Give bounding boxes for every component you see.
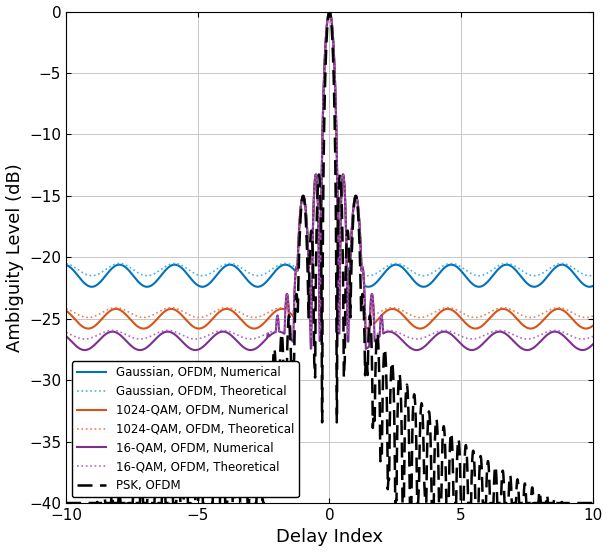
Gaussian, OFDM, Numerical bbox=[378, 273, 385, 279]
16-QAM, OFDM, Numerical bbox=[378, 315, 385, 321]
16-QAM, OFDM, Theoretical bbox=[523, 336, 531, 342]
Gaussian, OFDM, Numerical bbox=[405, 271, 412, 278]
Gaussian, OFDM, Numerical bbox=[455, 266, 463, 272]
Line: PSK, OFDM: PSK, OFDM bbox=[66, 12, 593, 503]
1024-QAM, OFDM, Numerical bbox=[158, 311, 165, 317]
Line: 16-QAM, OFDM, Numerical: 16-QAM, OFDM, Numerical bbox=[66, 12, 593, 350]
PSK, OFDM bbox=[496, 500, 503, 506]
Line: 1024-QAM, OFDM, Numerical: 1024-QAM, OFDM, Numerical bbox=[66, 12, 593, 328]
1024-QAM, OFDM, Numerical bbox=[195, 325, 202, 332]
PSK, OFDM bbox=[455, 442, 463, 448]
Gaussian, OFDM, Numerical bbox=[63, 262, 70, 268]
16-QAM, OFDM, Theoretical bbox=[378, 315, 385, 321]
1024-QAM, OFDM, Numerical bbox=[455, 313, 463, 320]
16-QAM, OFDM, Theoretical bbox=[455, 332, 463, 338]
1024-QAM, OFDM, Numerical bbox=[496, 306, 503, 313]
1024-QAM, OFDM, Numerical bbox=[264, 316, 271, 322]
1024-QAM, OFDM, Theoretical bbox=[158, 307, 165, 314]
Gaussian, OFDM, Theoretical bbox=[326, 8, 333, 15]
PSK, OFDM bbox=[326, 8, 333, 15]
PSK, OFDM bbox=[264, 361, 271, 368]
Gaussian, OFDM, Numerical bbox=[420, 284, 427, 290]
PSK, OFDM bbox=[405, 422, 412, 428]
16-QAM, OFDM, Numerical bbox=[326, 8, 333, 15]
16-QAM, OFDM, Theoretical bbox=[158, 328, 165, 335]
1024-QAM, OFDM, Theoretical bbox=[264, 310, 271, 316]
16-QAM, OFDM, Theoretical bbox=[63, 329, 70, 336]
Line: 16-QAM, OFDM, Theoretical: 16-QAM, OFDM, Theoretical bbox=[66, 12, 593, 339]
1024-QAM, OFDM, Numerical bbox=[326, 8, 333, 15]
1024-QAM, OFDM, Theoretical bbox=[496, 305, 503, 311]
16-QAM, OFDM, Numerical bbox=[405, 343, 412, 350]
Y-axis label: Ambiguity Level (dB): Ambiguity Level (dB) bbox=[5, 163, 24, 352]
16-QAM, OFDM, Theoretical bbox=[264, 330, 271, 337]
PSK, OFDM bbox=[158, 498, 165, 505]
Gaussian, OFDM, Theoretical bbox=[455, 263, 463, 269]
16-QAM, OFDM, Theoretical bbox=[496, 327, 503, 334]
1024-QAM, OFDM, Theoretical bbox=[195, 314, 202, 321]
Line: 1024-QAM, OFDM, Theoretical: 1024-QAM, OFDM, Theoretical bbox=[66, 12, 593, 317]
1024-QAM, OFDM, Numerical bbox=[589, 322, 596, 329]
Legend: Gaussian, OFDM, Numerical, Gaussian, OFDM, Theoretical, 1024-QAM, OFDM, Numerica: Gaussian, OFDM, Numerical, Gaussian, OFD… bbox=[72, 361, 299, 497]
Line: Gaussian, OFDM, Numerical: Gaussian, OFDM, Numerical bbox=[66, 12, 593, 287]
Gaussian, OFDM, Theoretical bbox=[63, 261, 70, 267]
1024-QAM, OFDM, Theoretical bbox=[455, 308, 463, 315]
16-QAM, OFDM, Theoretical bbox=[405, 334, 412, 341]
16-QAM, OFDM, Theoretical bbox=[589, 333, 596, 339]
Gaussian, OFDM, Theoretical bbox=[420, 272, 427, 279]
16-QAM, OFDM, Numerical bbox=[496, 328, 503, 335]
X-axis label: Delay Index: Delay Index bbox=[276, 528, 383, 546]
Gaussian, OFDM, Numerical bbox=[326, 8, 333, 15]
PSK, OFDM bbox=[378, 433, 385, 440]
Gaussian, OFDM, Numerical bbox=[496, 265, 503, 272]
16-QAM, OFDM, Numerical bbox=[589, 341, 596, 348]
Gaussian, OFDM, Theoretical bbox=[496, 262, 503, 269]
1024-QAM, OFDM, Theoretical bbox=[589, 313, 596, 320]
PSK, OFDM bbox=[589, 500, 596, 506]
Gaussian, OFDM, Theoretical bbox=[378, 266, 385, 273]
1024-QAM, OFDM, Numerical bbox=[405, 319, 412, 325]
16-QAM, OFDM, Numerical bbox=[264, 332, 271, 339]
Line: Gaussian, OFDM, Theoretical: Gaussian, OFDM, Theoretical bbox=[66, 12, 593, 275]
16-QAM, OFDM, Numerical bbox=[523, 347, 531, 353]
Gaussian, OFDM, Theoretical bbox=[405, 266, 412, 272]
1024-QAM, OFDM, Numerical bbox=[379, 311, 386, 318]
Gaussian, OFDM, Numerical bbox=[158, 272, 165, 278]
1024-QAM, OFDM, Numerical bbox=[63, 307, 70, 314]
1024-QAM, OFDM, Theoretical bbox=[63, 305, 70, 312]
Gaussian, OFDM, Theoretical bbox=[264, 269, 271, 275]
16-QAM, OFDM, Numerical bbox=[158, 330, 165, 337]
16-QAM, OFDM, Numerical bbox=[455, 339, 463, 346]
1024-QAM, OFDM, Theoretical bbox=[326, 8, 333, 15]
Gaussian, OFDM, Numerical bbox=[264, 278, 271, 284]
Gaussian, OFDM, Numerical bbox=[589, 283, 596, 289]
PSK, OFDM bbox=[63, 500, 70, 506]
Gaussian, OFDM, Theoretical bbox=[158, 266, 165, 272]
Gaussian, OFDM, Theoretical bbox=[589, 272, 596, 279]
1024-QAM, OFDM, Theoretical bbox=[405, 311, 412, 317]
16-QAM, OFDM, Theoretical bbox=[326, 8, 333, 15]
16-QAM, OFDM, Numerical bbox=[63, 333, 70, 339]
1024-QAM, OFDM, Theoretical bbox=[379, 307, 386, 314]
